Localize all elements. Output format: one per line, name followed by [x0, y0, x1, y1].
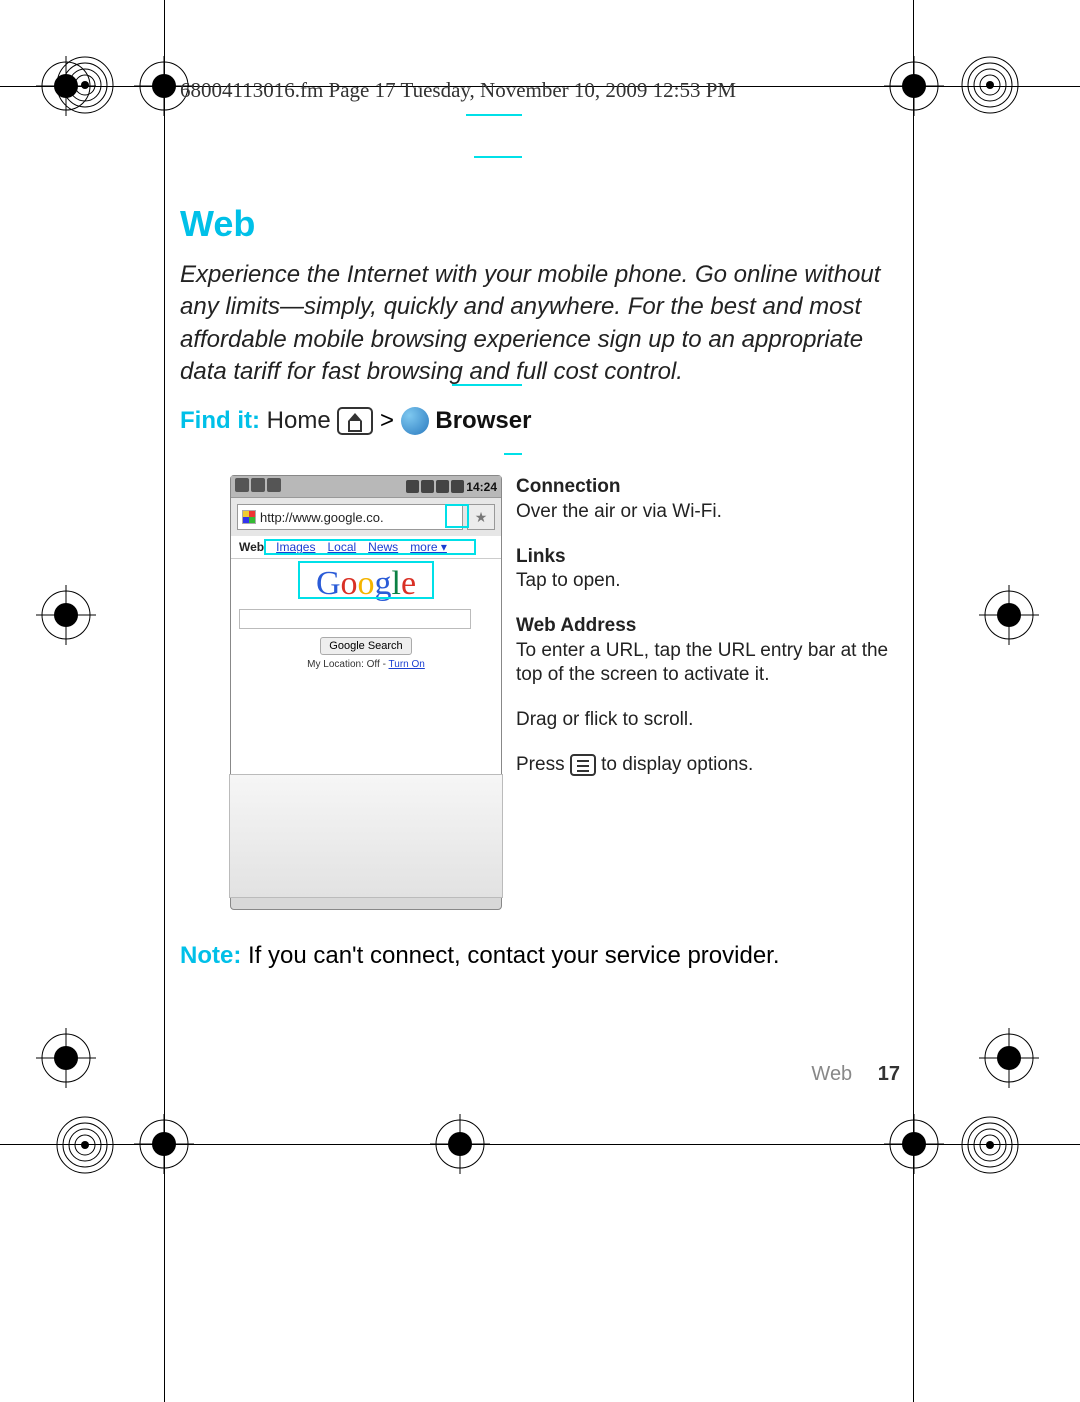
section-title: Web	[180, 203, 900, 245]
refresh-icon: ⟳	[265, 848, 287, 870]
page-content: 68004113016.fm Page 17 Tuesday, November…	[180, 78, 900, 1086]
regmark-icon	[884, 1114, 944, 1174]
find-it-browser: Browser	[435, 407, 531, 434]
regmark-icon	[36, 1028, 96, 1088]
regmark-icon	[979, 585, 1039, 645]
callouts: Connection Over the air or via Wi-Fi. Li…	[516, 475, 900, 910]
turn-on-link[interactable]: Turn On	[389, 659, 425, 670]
running-header: 68004113016.fm Page 17 Tuesday, November…	[180, 78, 900, 103]
leader-line	[474, 156, 522, 158]
swirl-icon	[960, 1115, 1020, 1175]
note-text: If you can't connect, contact your servi…	[241, 942, 779, 969]
url-text: http://www.google.co.	[260, 510, 384, 525]
phone-screenshot: 14:24 http://www.google.co. ★ Web Images…	[230, 475, 502, 910]
find-it-gt: >	[380, 407, 394, 434]
url-input[interactable]: http://www.google.co.	[237, 504, 463, 530]
regmark-icon	[36, 585, 96, 645]
swirl-icon	[55, 55, 115, 115]
browser-body: Web Images Local News more ▾ Google Goog…	[231, 536, 501, 776]
menu-bookmarks[interactable]: ★Bookmarks	[321, 776, 411, 836]
clock: 14:24	[466, 480, 497, 494]
find-it-label: Find it:	[180, 407, 260, 434]
menu-key-icon	[570, 754, 596, 776]
swirl-icon	[55, 1115, 115, 1175]
nav-more[interactable]: more ▾	[410, 540, 447, 554]
browser-globe-icon	[401, 407, 429, 435]
menu-windows[interactable]: ▢Windows	[411, 776, 501, 836]
leader-line	[504, 453, 522, 455]
status-right: 14:24	[406, 480, 497, 494]
google-search-input[interactable]	[239, 609, 471, 629]
bluetooth-icon	[406, 480, 419, 493]
leader-line	[452, 384, 522, 386]
callout-links: Links Tap to open.	[516, 545, 900, 594]
nav-news[interactable]: News	[368, 540, 398, 554]
page-footer: Web 17	[180, 1063, 900, 1086]
find-it-line: Find it: Home > Browser	[180, 407, 900, 436]
menu-refresh[interactable]: ⟳Refresh	[231, 836, 321, 896]
google-logo: Google	[231, 565, 501, 603]
star-icon: ★	[475, 509, 488, 526]
menu-more[interactable]: ▾More	[411, 836, 501, 896]
leader-line	[466, 114, 522, 116]
find-it-home: Home	[267, 407, 331, 434]
callout-connection: Connection Over the air or via Wi-Fi.	[516, 475, 900, 524]
status-bar: 14:24	[231, 476, 501, 498]
note-label: Note:	[180, 942, 241, 969]
crop-line-left	[164, 0, 165, 1402]
bookmark-button[interactable]: ★	[467, 504, 495, 530]
battery-icon	[451, 480, 464, 493]
note-paragraph: Note: If you can't connect, contact your…	[180, 940, 900, 972]
callout-options: Press to display options.	[516, 753, 900, 778]
forward-icon: ➔	[355, 848, 377, 870]
nav-web[interactable]: Web	[239, 540, 264, 554]
intro-paragraph: Experience the Internet with your mobile…	[180, 259, 900, 389]
windows-icon: ▢	[445, 788, 467, 810]
google-search-button[interactable]: Google Search	[320, 637, 411, 655]
menu-new-window[interactable]: ＋New window	[231, 776, 321, 836]
wifi-icon	[421, 480, 434, 493]
nav-images[interactable]: Images	[276, 540, 315, 554]
google-nav: Web Images Local News more ▾	[231, 536, 501, 559]
regmark-icon	[979, 1028, 1039, 1088]
options-menu: ＋New window ★Bookmarks ▢Windows ⟳Refresh…	[231, 776, 501, 896]
footer-section: Web	[811, 1063, 852, 1085]
crop-line-right	[913, 0, 914, 1402]
regmark-icon	[430, 1114, 490, 1174]
plus-icon: ＋	[265, 788, 287, 810]
more-icon: ▾	[445, 848, 467, 870]
url-bar-row: http://www.google.co. ★	[231, 498, 501, 536]
footer-page-number: 17	[878, 1063, 900, 1085]
star-icon: ★	[355, 788, 377, 810]
figure-row: 14:24 http://www.google.co. ★ Web Images…	[230, 475, 900, 910]
favicon-icon	[242, 510, 256, 524]
menu-forward[interactable]: ➔Forward	[321, 836, 411, 896]
nav-local[interactable]: Local	[327, 540, 356, 554]
my-location-line: My Location: Off - Turn On	[231, 659, 501, 670]
callout-scroll: Drag or flick to scroll.	[516, 708, 900, 733]
callout-web-address: Web Address To enter a URL, tap the URL …	[516, 614, 900, 688]
home-key-icon	[337, 407, 373, 435]
swirl-icon	[960, 55, 1020, 115]
status-left-icons	[235, 478, 283, 495]
signal-icon	[436, 480, 449, 493]
regmark-icon	[134, 1114, 194, 1174]
